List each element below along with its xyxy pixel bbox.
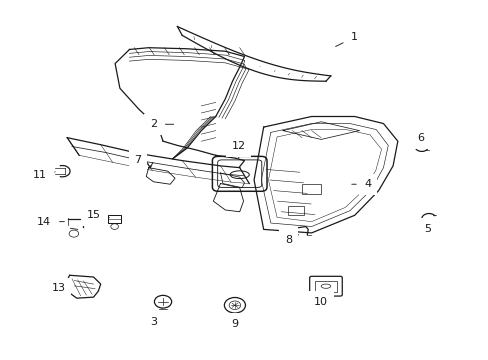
Text: 2: 2 [150, 119, 173, 129]
Text: 8: 8 [285, 235, 298, 245]
Text: 3: 3 [150, 309, 162, 327]
Text: 13: 13 [51, 283, 65, 293]
Text: 4: 4 [351, 179, 371, 189]
Text: 15: 15 [86, 210, 109, 220]
Text: 9: 9 [231, 317, 238, 329]
Text: 14: 14 [37, 217, 64, 227]
Bar [302, 184, 321, 194]
Text: 6: 6 [416, 133, 424, 145]
Text: 10: 10 [313, 297, 327, 307]
Bar [287, 207, 304, 215]
Text: 11: 11 [32, 170, 55, 180]
Text: 1: 1 [335, 32, 358, 46]
Text: 7: 7 [134, 154, 151, 167]
Bar [315, 280, 336, 292]
Bar [108, 215, 121, 223]
Text: 5: 5 [423, 222, 430, 234]
Text: 12: 12 [231, 141, 245, 158]
